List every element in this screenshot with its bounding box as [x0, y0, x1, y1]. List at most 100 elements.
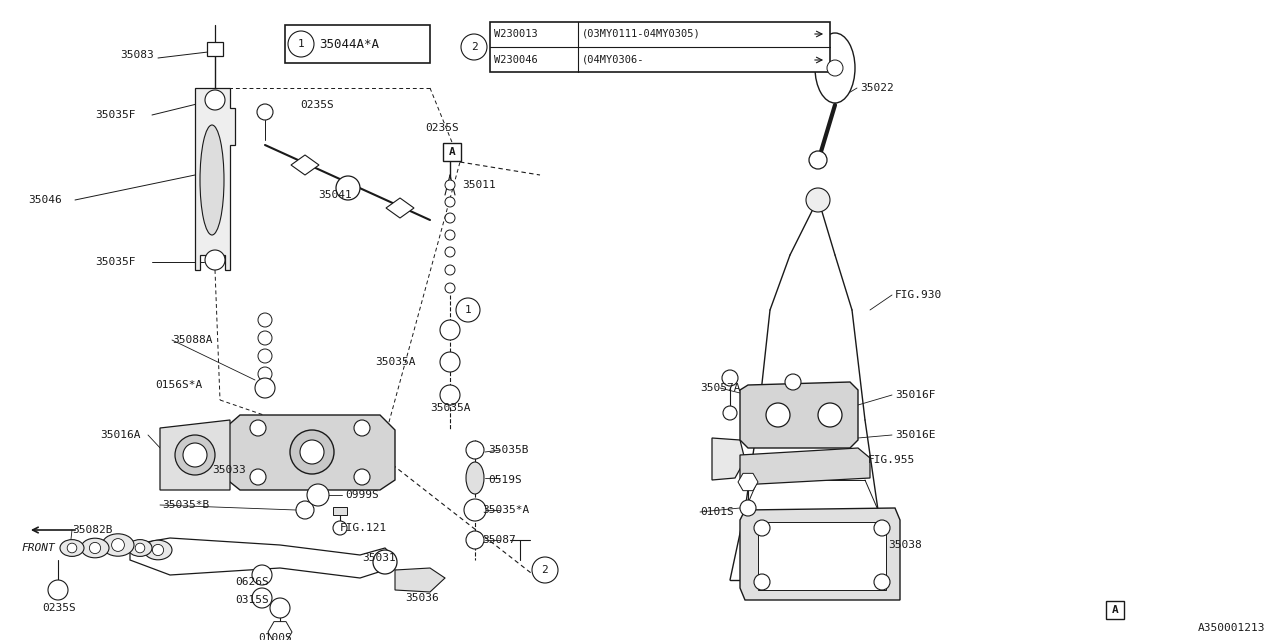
Circle shape [210, 95, 220, 105]
Bar [1106, 601, 1124, 619]
Circle shape [445, 180, 454, 190]
Text: 0315S: 0315S [236, 595, 269, 605]
Circle shape [262, 317, 268, 323]
Circle shape [532, 557, 558, 583]
Text: A: A [448, 147, 456, 157]
Circle shape [445, 265, 454, 275]
Circle shape [445, 230, 454, 240]
Circle shape [445, 213, 454, 223]
Circle shape [448, 285, 453, 291]
Circle shape [440, 385, 460, 405]
Ellipse shape [60, 540, 84, 556]
Ellipse shape [466, 462, 484, 494]
Text: 35035B: 35035B [488, 445, 529, 455]
Text: 35083: 35083 [120, 50, 154, 60]
Text: 35035F: 35035F [95, 257, 136, 267]
Circle shape [758, 578, 765, 586]
Ellipse shape [200, 125, 224, 235]
Text: 35035*A: 35035*A [483, 505, 529, 515]
Circle shape [445, 283, 454, 293]
Text: 35035*B: 35035*B [163, 500, 209, 510]
Text: 1: 1 [298, 39, 305, 49]
Circle shape [788, 378, 797, 386]
Text: 2: 2 [541, 565, 548, 575]
Text: 35036: 35036 [404, 593, 439, 603]
Circle shape [52, 585, 63, 595]
Circle shape [874, 520, 890, 536]
Circle shape [448, 182, 453, 188]
Circle shape [253, 424, 262, 432]
Circle shape [824, 409, 836, 421]
Circle shape [314, 490, 323, 500]
Circle shape [878, 578, 886, 586]
Text: (03MY0111-04MY0305): (03MY0111-04MY0305) [582, 29, 700, 39]
Circle shape [205, 90, 225, 110]
Text: 35082B: 35082B [72, 525, 113, 535]
Text: 0999S: 0999S [346, 490, 379, 500]
Text: 35033: 35033 [212, 465, 246, 475]
Polygon shape [268, 621, 292, 640]
Circle shape [723, 406, 737, 420]
Circle shape [466, 441, 484, 459]
Polygon shape [712, 438, 745, 480]
Circle shape [262, 353, 268, 359]
Circle shape [257, 593, 268, 603]
Circle shape [252, 588, 273, 608]
Circle shape [136, 543, 145, 553]
Text: 0101S: 0101S [700, 507, 733, 517]
Circle shape [445, 247, 454, 257]
Text: 35088A: 35088A [172, 335, 212, 345]
Circle shape [358, 424, 366, 432]
Circle shape [461, 34, 486, 60]
Text: 2: 2 [471, 42, 477, 52]
Circle shape [878, 524, 886, 532]
Circle shape [355, 469, 370, 485]
Circle shape [722, 370, 739, 386]
Text: W230013: W230013 [494, 29, 538, 39]
Polygon shape [160, 420, 230, 490]
Bar [490, 22, 829, 72]
Circle shape [785, 374, 801, 390]
Circle shape [445, 197, 454, 207]
Circle shape [333, 521, 347, 535]
Text: 35046: 35046 [28, 195, 61, 205]
Bar [758, 522, 886, 590]
Circle shape [275, 603, 285, 613]
Circle shape [754, 574, 771, 590]
Circle shape [250, 469, 266, 485]
Polygon shape [195, 88, 236, 270]
Text: 35022: 35022 [860, 83, 893, 93]
Circle shape [253, 473, 262, 481]
Text: 0235S: 0235S [300, 100, 334, 110]
Polygon shape [740, 508, 900, 600]
Circle shape [440, 352, 460, 372]
Polygon shape [291, 155, 319, 175]
Circle shape [257, 104, 273, 120]
Circle shape [470, 505, 480, 515]
Circle shape [296, 501, 314, 519]
Circle shape [261, 108, 269, 116]
Circle shape [448, 200, 453, 205]
Text: FIG.955: FIG.955 [868, 455, 915, 465]
Text: 35031: 35031 [362, 553, 396, 563]
Text: 35011: 35011 [462, 180, 495, 190]
Circle shape [175, 435, 215, 475]
Circle shape [210, 255, 220, 265]
Text: 35035A: 35035A [430, 403, 471, 413]
Text: W230046: W230046 [494, 55, 538, 65]
Text: 35057A: 35057A [700, 383, 741, 393]
Text: 35035F: 35035F [95, 110, 136, 120]
Circle shape [355, 420, 370, 436]
Circle shape [205, 250, 225, 270]
Text: A: A [1111, 605, 1119, 615]
Circle shape [445, 390, 454, 400]
Circle shape [250, 420, 266, 436]
Circle shape [465, 499, 486, 521]
Circle shape [301, 506, 308, 514]
Circle shape [259, 367, 273, 381]
Bar [333, 507, 347, 515]
Circle shape [262, 335, 268, 341]
Circle shape [90, 543, 101, 554]
Circle shape [726, 374, 733, 382]
Text: FRONT: FRONT [22, 543, 55, 553]
